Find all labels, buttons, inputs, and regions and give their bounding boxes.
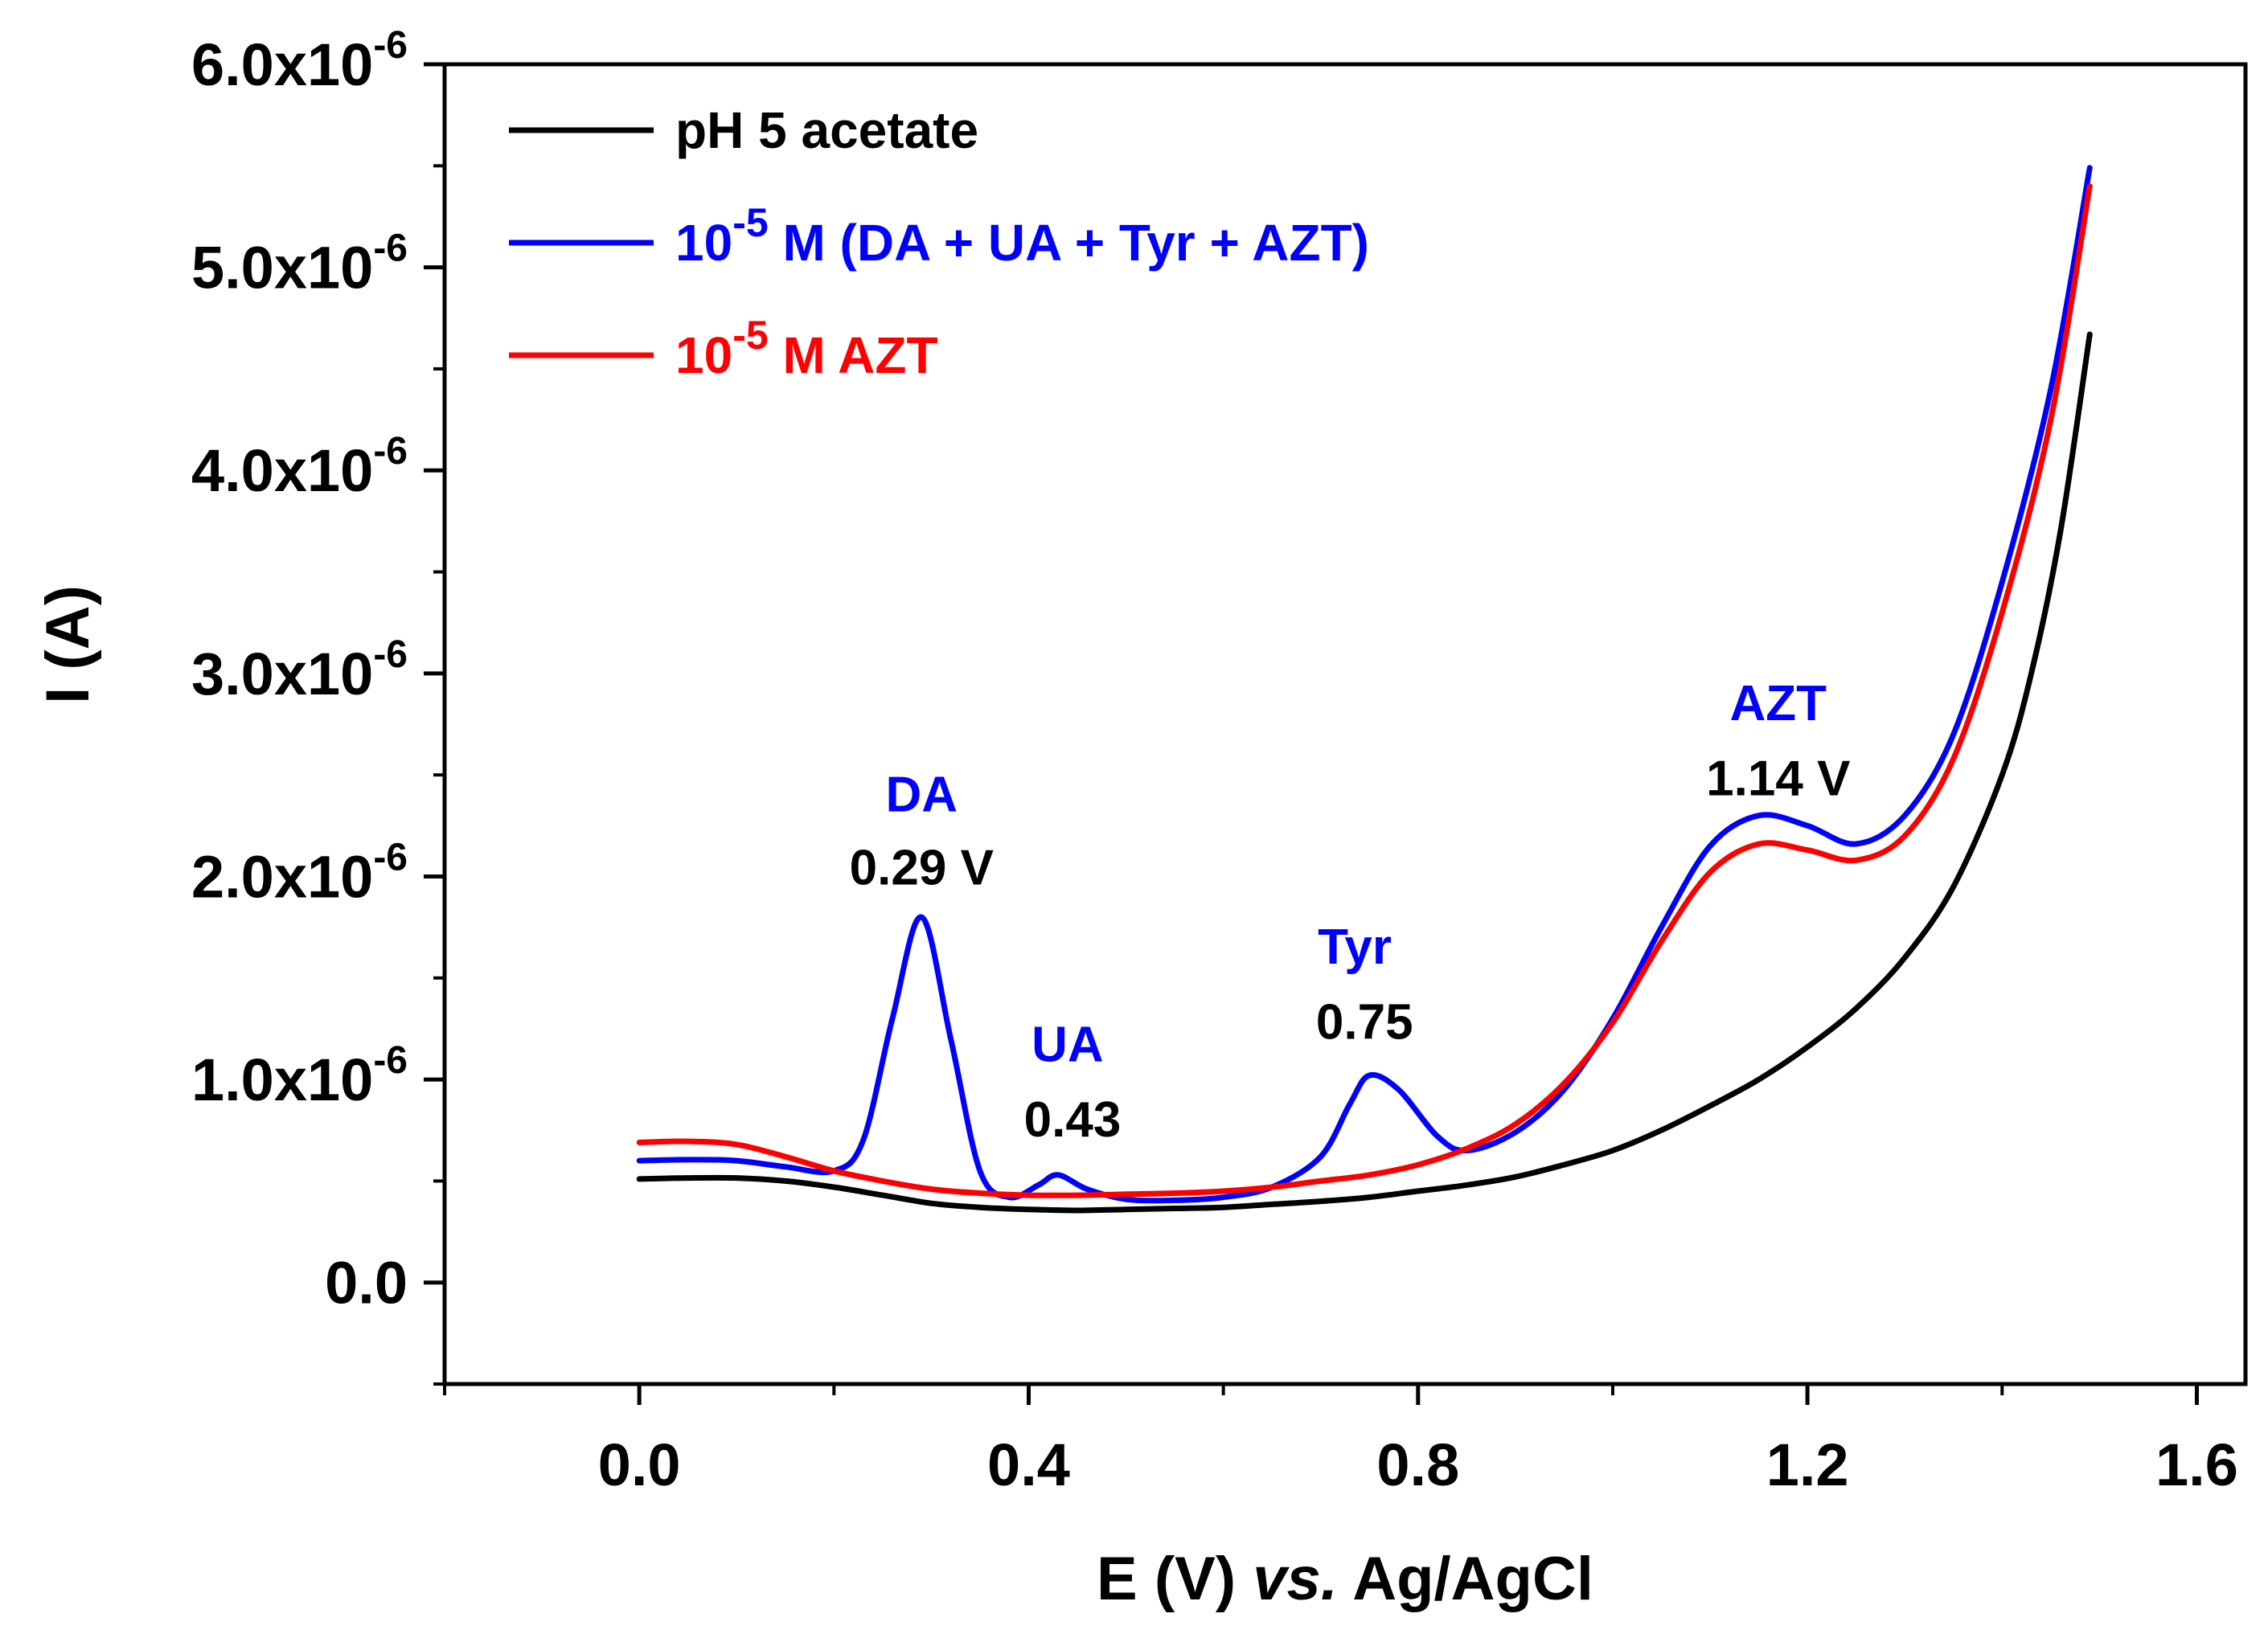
y-tick-label: 5.0x10-6 xyxy=(191,227,408,301)
peak-annotation: Tyr xyxy=(1318,919,1392,975)
y-axis-title: I (A) xyxy=(34,585,102,704)
legend-text-part: M AZT xyxy=(769,326,938,384)
x-axis-title: E (V) vs. Ag/AgCl xyxy=(1097,1545,1593,1613)
peak-annotation: 0.29 V xyxy=(850,841,994,896)
y-tick-exponent: -6 xyxy=(373,633,408,676)
peak-annotations: DA 0.29 V UA 0.43 Tyr 0.75 AZT 1.14 V xyxy=(850,676,1851,1148)
x-tick-label: 0.0 xyxy=(598,1431,681,1498)
legend-label: pH 5 acetate xyxy=(675,101,978,159)
legend-superscript: -5 xyxy=(732,313,768,358)
y-tick-mantissa: 1.0x10 xyxy=(191,1046,373,1113)
y-tick-label: 1.0x10-6 xyxy=(191,1039,408,1113)
legend-superscript: -5 xyxy=(732,200,768,245)
x-tick-label: 1.6 xyxy=(2155,1431,2238,1498)
y-tick-mantissa: 6.0x10 xyxy=(191,31,373,98)
legend-text-part: pH 5 acetate xyxy=(675,101,978,159)
x-tick-label: 1.2 xyxy=(1766,1431,1849,1498)
plot-frame xyxy=(442,62,2248,1386)
series-ph5-acetate xyxy=(636,331,2093,1214)
y-tick-mantissa: 5.0x10 xyxy=(191,235,373,301)
x-title-italic: vs. xyxy=(1253,1545,1338,1613)
series-azt xyxy=(636,183,2093,1198)
y-tick-label: 6.0x10-6 xyxy=(191,24,408,98)
y-tick-exponent: -6 xyxy=(373,836,408,878)
peak-annotation: UA xyxy=(1031,1017,1104,1072)
y-tick-label: 2.0x10-6 xyxy=(191,836,408,910)
x-tick-label: 0.4 xyxy=(987,1431,1070,1498)
legend-label: 10-5​ M AZT xyxy=(675,313,938,384)
legend: pH 5 acetate 10-5​ M (DA + UA + Tyr + AZT… xyxy=(509,101,1369,384)
x-title-suffix: Ag/AgCl xyxy=(1338,1545,1593,1613)
x-tick-label: 0.8 xyxy=(1376,1431,1459,1498)
peak-annotation: DA xyxy=(886,768,958,823)
series-layer xyxy=(636,165,2093,1214)
y-tick-mantissa: 0.0 xyxy=(325,1250,408,1317)
legend-label: 10-5​ M (DA + UA + Tyr + AZT) xyxy=(675,200,1369,272)
legend-text-part: M (DA + UA + Tyr + AZT) xyxy=(769,214,1369,272)
legend-text-part: 10 xyxy=(675,326,732,384)
y-tick-mantissa: 4.0x10 xyxy=(191,437,373,504)
peak-annotation: 0.43 xyxy=(1024,1092,1122,1148)
y-tick-exponent: -6 xyxy=(373,1039,408,1082)
y-tick-exponent: -6 xyxy=(373,227,408,270)
y-tick-mantissa: 3.0x10 xyxy=(191,641,373,707)
peak-annotation: 1.14 V xyxy=(1706,751,1850,806)
y-tick-label: 3.0x10-6 xyxy=(191,633,408,707)
y-tick-label: 0.0 xyxy=(325,1250,408,1317)
y-tick-exponent: -6 xyxy=(373,430,408,473)
x-axis-ticks: 0.0 0.4 0.8 1.2 1.6 xyxy=(443,1384,2238,1498)
legend-text-part: 10 xyxy=(675,214,732,272)
peak-annotation: 0.75 xyxy=(1316,995,1413,1050)
y-tick-label: 4.0x10-6 xyxy=(191,430,408,504)
y-tick-exponent: -6 xyxy=(373,24,408,67)
y-tick-mantissa: 2.0x10 xyxy=(191,843,373,910)
x-title-prefix: E (V) xyxy=(1097,1545,1253,1613)
y-axis-ticks: 0.01.0x10-62.0x10-63.0x10-64.0x10-65.0x1… xyxy=(191,24,445,1386)
peak-annotation: AZT xyxy=(1730,676,1827,731)
series-mixture xyxy=(636,165,2093,1204)
